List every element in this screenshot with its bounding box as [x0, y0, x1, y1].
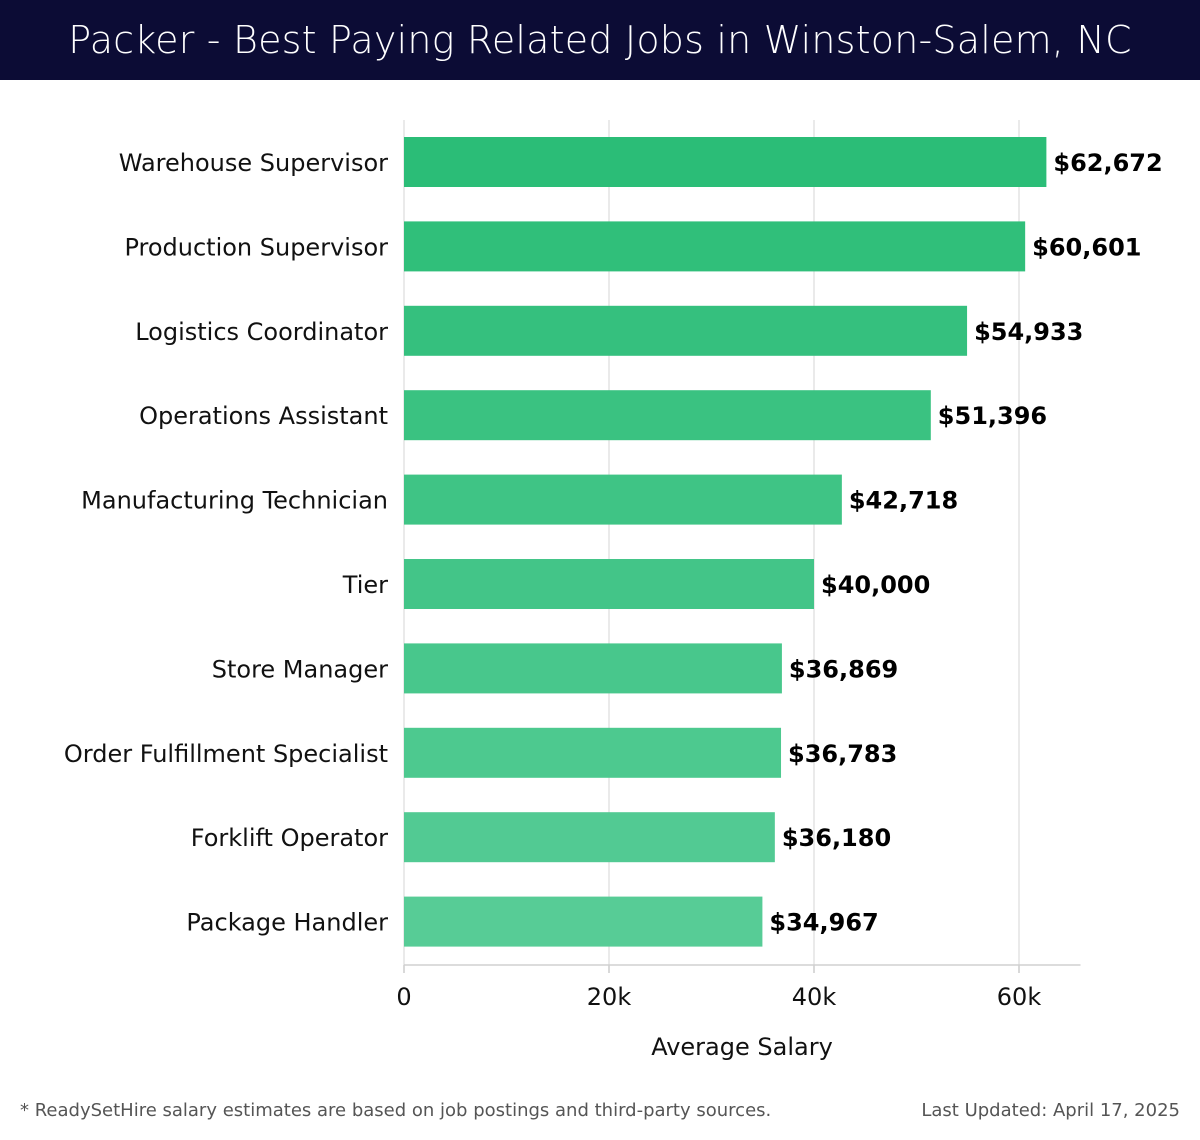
value-label: $62,672	[1053, 149, 1162, 177]
bar	[404, 643, 782, 694]
category-label: Warehouse Supervisor	[119, 149, 388, 177]
category-label: Store Manager	[212, 655, 388, 683]
category-label: Order Fulfillment Specialist	[64, 740, 388, 768]
value-label: $36,783	[788, 740, 897, 768]
value-label: $40,000	[821, 571, 930, 599]
x-axis: 0 20k 40k 60k	[396, 964, 1081, 1011]
bars: Warehouse Supervisor $62,672 Production Su…	[64, 137, 1163, 947]
bar	[404, 137, 1047, 187]
bar	[404, 559, 814, 609]
bar	[404, 221, 1026, 272]
x-tick-label: 60k	[997, 983, 1042, 1011]
category-label: Package Handler	[186, 909, 388, 937]
bar	[404, 305, 968, 356]
category-label: Operations Assistant	[139, 402, 388, 430]
bar	[404, 727, 782, 778]
bar	[404, 812, 775, 863]
x-axis-label: Average Salary	[651, 1033, 833, 1061]
value-label: $36,869	[789, 655, 898, 683]
value-label: $51,396	[938, 402, 1047, 430]
footnote: * ReadySetHire salary estimates are base…	[20, 1100, 772, 1121]
category-label: Manufacturing Technician	[81, 487, 388, 515]
chart-title: Packer - Best Paying Related Jobs in Win…	[0, 0, 1200, 80]
category-label: Tier	[342, 571, 388, 599]
category-label: Logistics Coordinator	[135, 318, 388, 346]
value-label: $60,601	[1032, 233, 1141, 261]
category-label: Production Supervisor	[124, 233, 388, 261]
bar	[404, 474, 842, 525]
bar	[404, 896, 763, 947]
x-tick-label: 0	[396, 983, 411, 1011]
x-tick-label: 40k	[792, 983, 837, 1011]
last-updated: Last Updated: April 17, 2025	[921, 1100, 1180, 1121]
bar	[404, 390, 931, 441]
value-label: $54,933	[974, 318, 1083, 346]
value-label: $36,180	[782, 824, 891, 852]
x-tick-label: 20k	[587, 983, 632, 1011]
category-label: Forklift Operator	[191, 824, 388, 852]
value-label: $34,967	[769, 909, 878, 937]
value-label: $42,718	[849, 487, 958, 515]
